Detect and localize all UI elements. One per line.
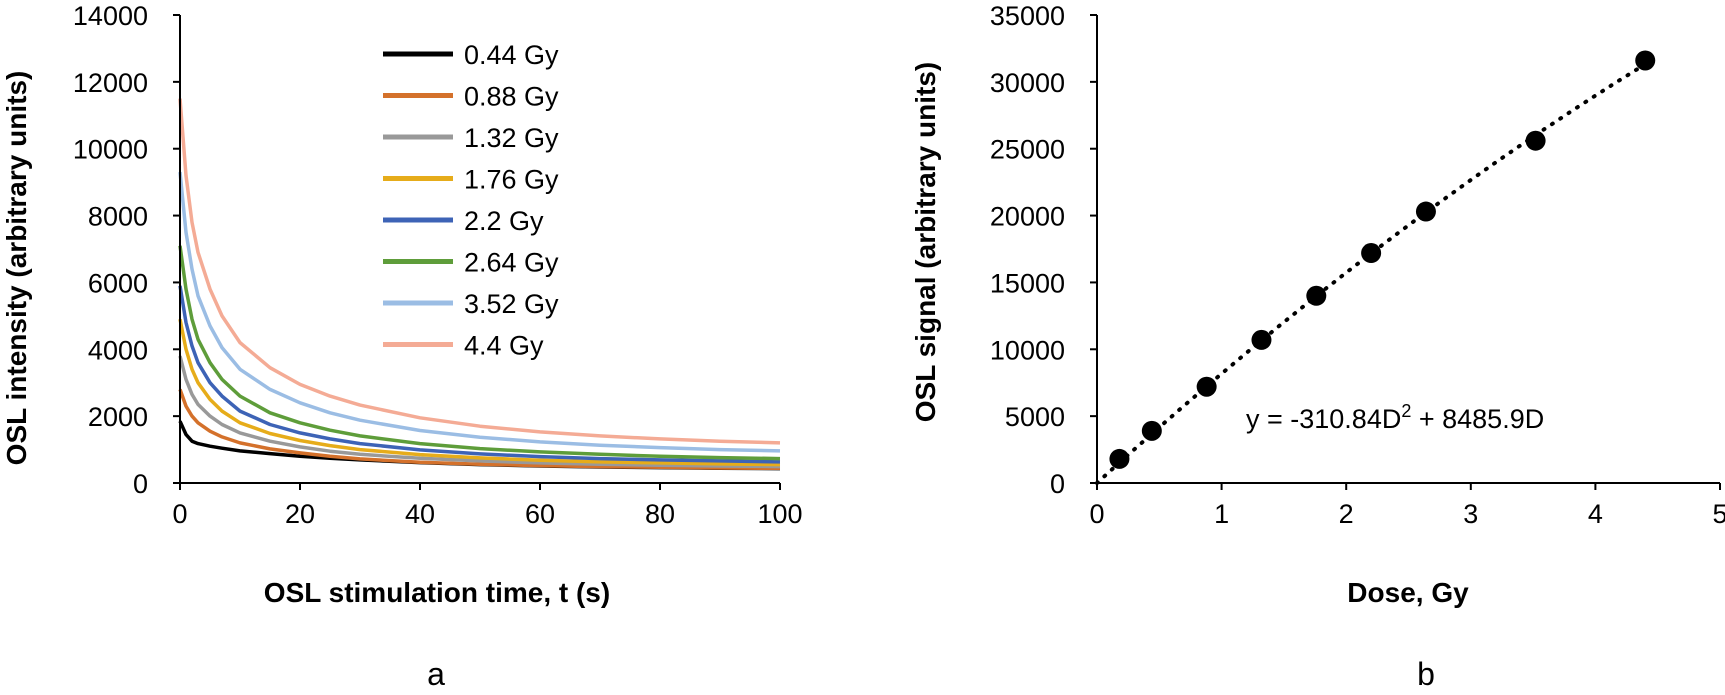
panel-b-label: b [1417,656,1435,692]
series-line-2-2-gy [178,285,781,464]
panel-a-label: a [427,656,445,692]
series-line-4-4-gy [178,98,781,445]
data-point [1196,376,1217,397]
panel-a-x-tick-label: 40 [405,499,435,529]
panel-a-legend: 0.44 Gy 0.88 Gy 1.32 Gy 1.76 Gy 2.2 Gy 2.64 G… [383,40,559,361]
series-line-0-88-gy [178,388,781,471]
panel-b-chart: OSL signal (arbitrary units) Dose, Gy 0 5… [910,1,1725,692]
legend-entry-label: 1.32 Gy [464,123,559,153]
panel-b-y-tick-label: 20000 [990,202,1065,232]
panel-b-equation-superscript: 2 [1401,401,1411,421]
panel-b-y-tick-label: 5000 [1005,402,1065,432]
panel-a-x-tick-label: 20 [285,499,315,529]
data-point [1251,329,1272,350]
panel-b-y-tick-label: 0 [1050,469,1065,499]
data-point [1361,243,1382,264]
panel-b-y-tick-label: 25000 [990,135,1065,165]
panel-b-y-axis-title: OSL signal (arbitrary units) [910,62,941,422]
panel-a-x-tick-label: 100 [757,499,802,529]
panel-b-y-tick-label: 10000 [990,335,1065,365]
panel-b-x-axis-title: Dose, Gy [1347,577,1469,608]
panel-a-y-tick-label: 10000 [73,135,148,165]
data-point [1415,201,1436,222]
legend-entry-label: 0.88 Gy [464,82,559,112]
series-line-1-32-gy [178,355,781,469]
panel-b-equation-suffix: + 8485.9D [1411,404,1544,434]
panel-b-x-ticks: 0 1 2 3 4 5 [1089,483,1725,529]
panel-b-y-tick-label: 30000 [990,68,1065,98]
data-point [1141,420,1162,441]
panel-b-x-tick-label: 5 [1712,499,1725,529]
panel-a-y-ticks: 0 2000 4000 6000 8000 10000 12000 14000 [73,1,180,499]
panel-a-y-axis-title: OSL intensity (arbitrary units) [1,71,32,466]
data-point [1109,448,1130,469]
panel-a-x-ticks: 0 20 40 60 80 100 [172,483,803,529]
series-line-2-64-gy [178,245,781,461]
panel-a-series-group [178,98,781,471]
data-point [1635,50,1656,71]
legend-entry-label: 4.4 Gy [464,331,544,361]
panel-a-y-tick-label: 4000 [88,335,148,365]
panel-a-y-tick-label: 6000 [88,268,148,298]
data-point [1306,285,1327,306]
series-line-3-52-gy [178,171,781,453]
legend-entry-label: 3.52 Gy [464,289,559,319]
panel-a-chart: OSL intensity (arbitrary units) OSL stim… [1,1,803,692]
panel-a-y-tick-label: 0 [133,469,148,499]
panel-b-x-tick-label: 0 [1089,499,1104,529]
panel-b-x-tick-label: 4 [1588,499,1603,529]
panel-a-y-tick-label: 12000 [73,68,148,98]
panel-b-equation-prefix: y = -310.84D [1246,404,1401,434]
panel-b-y-tick-label: 15000 [990,268,1065,298]
panel-b-trendline [1095,62,1648,485]
panel-a-x-tick-label: 80 [645,499,675,529]
data-point [1525,130,1546,151]
panel-b-x-tick-label: 2 [1339,499,1354,529]
panel-a-y-tick-label: 2000 [88,402,148,432]
panel-b-x-tick-label: 3 [1463,499,1478,529]
panel-b-points [1109,50,1656,469]
legend-entry-label: 2.2 Gy [464,206,544,236]
panel-b-y-ticks: 0 5000 10000 15000 20000 25000 30000 35000 [990,1,1097,499]
legend-entry-label: 1.76 Gy [464,165,559,195]
panel-a-y-tick-label: 8000 [88,202,148,232]
legend-entry-label: 0.44 Gy [464,40,559,70]
panel-a-y-tick-label: 14000 [73,1,148,31]
panel-b-x-tick-label: 1 [1214,499,1229,529]
panel-a-x-tick-label: 0 [172,499,187,529]
panel-a-x-tick-label: 60 [525,499,555,529]
panel-b-y-tick-label: 35000 [990,1,1065,31]
panel-b-equation: y = -310.84D2 + 8485.9D [1246,401,1544,434]
panel-a-x-axis-title: OSL stimulation time, t (s) [264,577,610,608]
series-line-1-76-gy [178,318,781,467]
legend-entry-label: 2.64 Gy [464,248,559,278]
